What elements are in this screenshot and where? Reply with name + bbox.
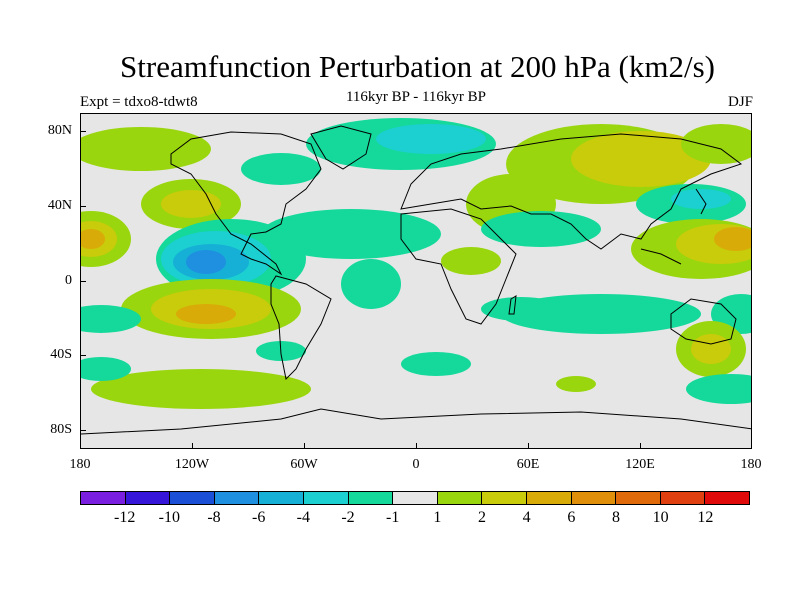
colorbar-label: -12 <box>113 509 136 526</box>
anomaly-region <box>481 211 601 247</box>
x-tick-label: 0 <box>412 457 420 472</box>
y-tick <box>80 131 86 132</box>
anomaly-region <box>81 229 105 249</box>
x-tick-label: 180 <box>740 457 762 472</box>
colorbar-label: -4 <box>296 509 310 526</box>
colorbar-label: 6 <box>567 509 576 526</box>
anomaly-region <box>681 124 751 164</box>
anomaly-region <box>341 259 401 309</box>
x-tick <box>192 443 193 449</box>
colorbar-swatch <box>170 492 215 504</box>
x-tick <box>416 443 417 449</box>
anomaly-region <box>261 209 441 259</box>
x-tick-label: 60W <box>290 457 318 472</box>
anomaly-region <box>671 189 731 209</box>
colorbar-swatch <box>526 492 572 504</box>
y-tick-label: 80S <box>50 422 72 437</box>
colorbar-swatch <box>214 492 260 504</box>
colorbar-label: -1 <box>385 509 400 526</box>
anomaly-region <box>481 297 561 321</box>
colorbar-swatch <box>125 492 171 504</box>
x-tick <box>80 443 81 449</box>
anomaly-region <box>81 127 211 171</box>
anomaly-region <box>176 304 236 324</box>
colorbar-swatch <box>81 492 126 504</box>
colorbar-swatch <box>482 492 527 504</box>
anomaly-region <box>91 369 311 409</box>
anomaly-region <box>401 352 471 376</box>
map-panel <box>80 113 752 449</box>
anomaly-region <box>571 131 711 187</box>
x-tick-label: 120E <box>625 457 655 472</box>
x-tick <box>751 443 752 449</box>
colorbar-swatch <box>259 492 304 504</box>
anomaly-region <box>241 153 321 185</box>
colorbar-label: 2 <box>478 509 486 526</box>
y-tick-label: 40N <box>47 198 72 213</box>
x-tick-label: 180 <box>69 457 91 472</box>
colorbar-label: -8 <box>207 509 221 526</box>
colorbar-label: -6 <box>251 509 266 526</box>
anomaly-region <box>376 124 486 154</box>
colorbar <box>80 491 750 505</box>
x-tick <box>304 443 305 449</box>
anomaly-region <box>714 227 751 251</box>
colorbar-swatch <box>303 492 349 504</box>
colorbar-swatch <box>393 492 438 504</box>
coastlines <box>81 125 751 435</box>
y-tick <box>80 206 86 207</box>
anomaly-region <box>81 305 141 333</box>
anomaly-region <box>161 190 221 218</box>
y-tick <box>80 355 86 356</box>
colorbar-swatch <box>616 492 661 504</box>
colorbar-label: -10 <box>158 509 180 526</box>
colorbar-label: 12 <box>697 509 714 526</box>
colorbar-swatch <box>705 492 749 504</box>
colorbar-label: 10 <box>652 509 669 526</box>
x-tick <box>640 443 641 449</box>
y-tick-label: 0 <box>65 273 72 288</box>
y-tick-label: 40S <box>50 347 72 362</box>
colorbar-swatch <box>348 492 394 504</box>
anomaly-region <box>186 250 226 274</box>
colorbar-label: 1 <box>433 509 442 526</box>
y-tick <box>80 430 86 431</box>
colorbar-swatch <box>437 492 483 504</box>
plot-title: Streamfunction Perturbation at 200 hPa (… <box>120 49 715 84</box>
anomaly-region <box>691 334 731 364</box>
colorbar-label: 4 <box>522 509 531 526</box>
x-tick-label: 120W <box>174 457 210 472</box>
experiment-label: Expt = tdxo8-tdwt8 <box>80 94 198 110</box>
anomaly-region <box>686 374 751 404</box>
y-tick-label: 80N <box>47 123 72 138</box>
anomaly-region <box>81 357 131 381</box>
plot-subtitle: 116kyr BP - 116kyr BP <box>345 89 486 105</box>
x-tick-label: 60E <box>516 457 540 472</box>
colorbar-label: -2 <box>341 509 355 526</box>
map-svg <box>81 118 751 435</box>
anomaly-region <box>556 376 596 392</box>
anomaly-region <box>441 247 501 275</box>
anomaly-fields <box>81 118 751 409</box>
colorbar-swatch <box>571 492 617 504</box>
y-tick <box>80 281 86 282</box>
x-tick <box>528 443 529 449</box>
season-label: DJF <box>727 94 753 110</box>
colorbar-label: 8 <box>612 509 620 526</box>
colorbar-swatch <box>660 492 706 504</box>
